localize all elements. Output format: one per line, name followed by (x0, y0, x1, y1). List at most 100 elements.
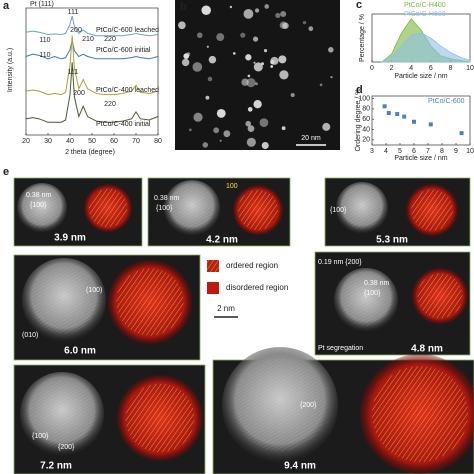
scale-bar-label: 20 nm (301, 135, 321, 142)
panel-label: c (356, 0, 362, 11)
x-tick-label: 4 (384, 148, 388, 155)
legend-label: PtCo/C-H400 (404, 2, 446, 9)
peak-label: 220 (104, 36, 116, 43)
data-point (382, 104, 387, 109)
x-tick-label: 70 (132, 138, 140, 145)
x-tick-label: 7 (426, 148, 430, 155)
lattice-fringes (233, 358, 327, 452)
nanoparticle (245, 54, 252, 61)
panel-label: e (3, 166, 9, 178)
legend-label: PtCo/C-H600 (404, 11, 446, 18)
ordered-stripes (125, 383, 195, 453)
nanoparticle (270, 65, 274, 68)
nanoparticle (216, 33, 225, 42)
nanoparticle (205, 95, 210, 100)
peak-label: 111 (68, 9, 79, 16)
x-tick-label: 8 (448, 65, 452, 72)
curve-label: PtCo/C-400 initial (96, 121, 151, 128)
panel-label: d (356, 84, 363, 96)
nanoparticle (281, 126, 286, 131)
nanoparticle (246, 78, 256, 88)
image-annotation: (100) (86, 287, 102, 294)
x-tick-label: 10 (466, 65, 474, 72)
x-axis-label: Particle size / nm (394, 73, 447, 80)
image-annotation: {200} (300, 402, 317, 409)
plot-frame (371, 95, 471, 146)
x-tick-label: 4 (409, 65, 413, 72)
y-tick-label: 60 (362, 116, 370, 123)
y-tick-label: 40 (362, 126, 370, 133)
distribution-area (381, 32, 471, 63)
ordered-stripes (411, 189, 453, 231)
x-tick-label: 80 (154, 138, 162, 145)
y-axis-label: Intensity (a.u.) (7, 48, 14, 92)
panel-label: a (3, 0, 10, 12)
nanoparticle (196, 32, 203, 39)
nanoparticle (261, 142, 269, 150)
image-annotation: 0.38 nm (364, 280, 389, 287)
nanoparticle (181, 58, 190, 67)
nanoparticle (213, 127, 220, 134)
x-tick-label: 10 (466, 148, 474, 155)
image-annotation: Pt segregation (318, 345, 363, 352)
nanoparticle (192, 62, 203, 72)
nanoparticle (278, 55, 287, 64)
nanoparticle (275, 12, 281, 19)
ordered-stripes (116, 268, 184, 336)
particle-size: 3.9 nm (54, 233, 86, 244)
nanoparticle (290, 92, 295, 98)
image-annotation: {100} (30, 202, 47, 209)
peak-label: 200 (73, 90, 85, 97)
xrd-curve (25, 35, 159, 96)
image-annotation: 0.38 nm (26, 192, 51, 199)
nanoparticle (232, 52, 236, 55)
nanoparticle (253, 62, 263, 72)
nanoparticle (245, 120, 252, 127)
x-tick-label: 40 (66, 138, 74, 145)
nanoparticle (328, 47, 334, 53)
x-tick-label: 3 (370, 148, 374, 155)
y-tick-label: 20 (362, 137, 370, 144)
x-axis-label: 2 theta (degree) (65, 149, 115, 156)
peak-label: 210 (82, 36, 94, 43)
ordered-stripes (417, 273, 463, 319)
nanoparticle (247, 125, 255, 132)
data-point (386, 111, 391, 116)
legend-label: disordered region (226, 283, 288, 292)
nanoparticle (247, 74, 251, 78)
nanoparticle (216, 108, 226, 118)
nanoparticle (240, 32, 246, 38)
curve-label: PtCo/C-600 leached (96, 27, 159, 34)
nanoparticle (319, 83, 323, 87)
x-tick-label: 50 (88, 138, 96, 145)
nanoparticle (263, 48, 268, 53)
x-tick-label: 8 (440, 148, 444, 155)
nanoparticle (254, 8, 260, 13)
peak-label: 220 (104, 101, 116, 108)
nanoparticle (255, 82, 258, 86)
image-annotation: 0.19 nm {200} (318, 259, 362, 266)
nanoparticle (308, 26, 314, 32)
nanoparticle (203, 7, 207, 10)
peak-label: 110 (39, 37, 50, 44)
xrd-curve (25, 40, 159, 60)
nanoparticle (219, 139, 222, 142)
x-axis-label: Particle size / nm (394, 155, 447, 162)
image-annotation: 100 (226, 183, 238, 190)
panel-label: b (180, 1, 187, 13)
x-tick-label: 60 (110, 138, 118, 145)
nanoparticle (259, 118, 269, 127)
particle-size: 4.8 nm (411, 344, 443, 355)
image-annotation: {100} (364, 290, 381, 297)
nanoparticle (206, 45, 209, 48)
curve-label: PtCo/C-400 leached (96, 87, 159, 94)
image-annotation: {100} (32, 433, 49, 440)
nanoparticle (193, 112, 203, 122)
x-tick-label: 0 (370, 65, 374, 72)
data-point (412, 119, 416, 124)
x-tick-label: 6 (429, 65, 433, 72)
x-tick-label: 2 (390, 65, 394, 72)
image-annotation: 0.38 nm (154, 195, 179, 202)
nanoparticle (279, 21, 288, 29)
